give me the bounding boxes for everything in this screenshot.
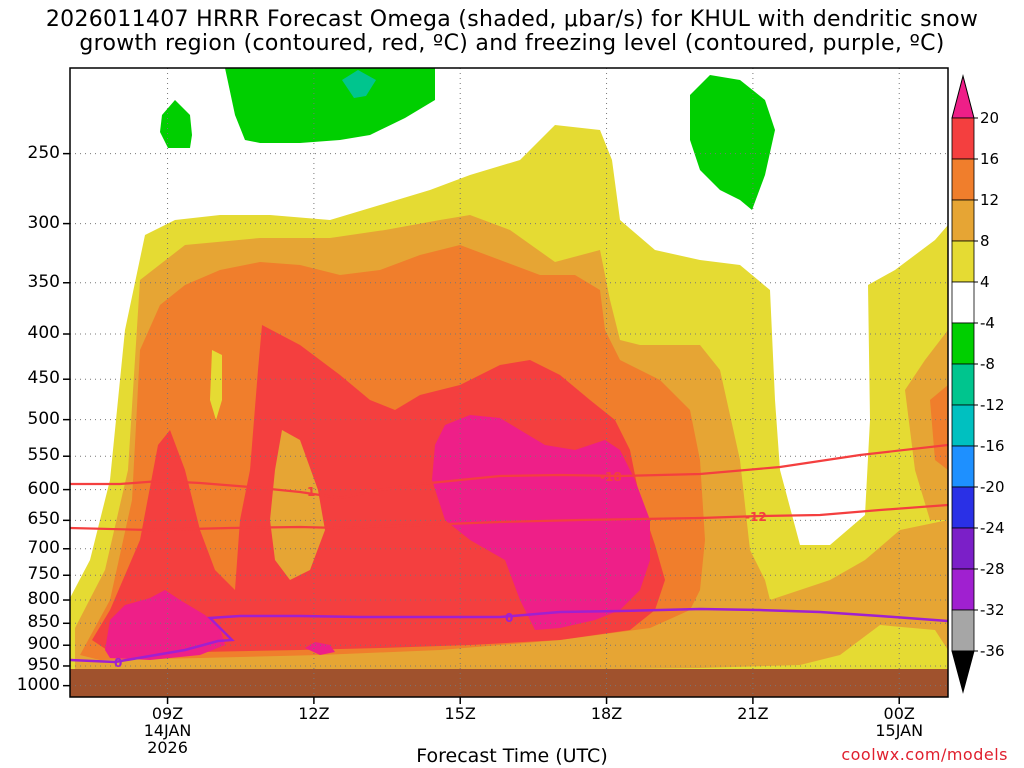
chart-title-line2: growth region (contoured, red, ºC) and f… <box>79 31 945 56</box>
contour-label-minus1: -1 <box>302 485 315 499</box>
y-tick-label: 450 <box>27 368 60 389</box>
colorbar-bottom-arrow <box>951 650 975 694</box>
credit-link[interactable]: coolwx.com/models <box>841 745 1008 764</box>
axis-ticks <box>63 152 900 704</box>
x-tick-label: 09Z <box>151 704 184 723</box>
omega-band-20-a <box>105 590 225 660</box>
colorbar-swatch <box>951 199 975 242</box>
y-tick-label: 350 <box>27 271 60 292</box>
contour-minus12 <box>70 503 948 532</box>
y-tick-label: 650 <box>27 509 60 530</box>
x-tick-label: 14JAN <box>143 721 192 740</box>
colorbar-swatch <box>951 363 975 406</box>
colorbar-label: -24 <box>980 519 1005 537</box>
contour-freezing-level <box>70 607 948 664</box>
y-tick-label: 400 <box>27 323 60 343</box>
y-tick-label: 250 <box>27 142 60 163</box>
plot-frame <box>69 67 949 698</box>
contour-label-zero-a: 0 <box>505 611 513 625</box>
chart-title-line1: 2026011407 HRRR Forecast Omega (shaded, … <box>45 7 979 32</box>
omega-band-12-east <box>930 385 948 470</box>
omega-hole-a <box>210 350 222 420</box>
x-tick-label: 21Z <box>737 704 769 723</box>
y-tick-label: 700 <box>27 537 60 558</box>
colorbar-label: 16 <box>980 150 1000 168</box>
colorbar-label: -28 <box>980 560 1005 578</box>
x-tick-label: 12Z <box>298 704 330 723</box>
y-tick-label: 750 <box>27 564 60 585</box>
colorbar-swatch <box>951 404 975 447</box>
colorbar-swatch <box>951 322 975 365</box>
colorbar-swatch <box>951 568 975 611</box>
colorbar-label: -12 <box>980 396 1005 414</box>
omega-band-8-east <box>905 330 948 520</box>
colorbar-swatch <box>951 158 975 201</box>
x-tick-label: 2026 <box>147 738 188 757</box>
colorbar-top-arrow <box>951 74 975 119</box>
colorbar-label: 20 <box>980 109 1000 127</box>
colorbar-swatch <box>951 281 975 324</box>
contour-minus18 <box>70 443 948 500</box>
colorbar-swatch <box>951 609 975 652</box>
omega-hole-b <box>270 430 325 580</box>
colorbar-swatch <box>951 486 975 529</box>
contour-label-minus18: -18 <box>600 470 622 484</box>
colorbar-swatch <box>951 527 975 570</box>
y-tick-label: 900 <box>27 634 60 655</box>
colorbar-label: -4 <box>980 314 995 332</box>
omega-band-20-b <box>432 415 650 630</box>
y-tick-label: 850 <box>27 612 60 633</box>
colorbar-swatch <box>951 445 975 488</box>
contour-label-minus12: -12 <box>745 510 767 524</box>
x-tick-label: 18Z <box>590 704 623 723</box>
colorbar-label: -36 <box>980 642 1005 660</box>
omega-band-neg4-b <box>160 100 192 148</box>
ground-below-surface <box>70 669 948 697</box>
x-tick-label: 00Z <box>883 704 915 723</box>
y-tick-label: 950 <box>27 654 60 675</box>
colorbar-swatch <box>951 117 975 160</box>
colorbar-label: 8 <box>980 232 990 250</box>
y-tick-label: 300 <box>27 212 60 233</box>
omega-band-neg8-a <box>342 70 376 98</box>
colorbar-label: -20 <box>980 478 1005 496</box>
y-tick-label: 600 <box>27 478 60 499</box>
colorbar-swatch <box>951 240 975 283</box>
contour-label-zero-b: 0 <box>114 656 122 670</box>
x-tick-label: 15JAN <box>875 721 924 740</box>
colorbar-label: 12 <box>980 191 1000 209</box>
omega-band-20-c <box>305 642 335 655</box>
y-tick-label: 1000 <box>16 674 60 695</box>
colorbar-label: 4 <box>980 273 990 291</box>
colorbar-label: -16 <box>980 437 1005 455</box>
colorbar <box>951 74 978 694</box>
omega-band-neg4-c <box>690 75 775 210</box>
colorbar-label: -32 <box>980 601 1005 619</box>
y-tick-label: 550 <box>27 445 60 466</box>
y-tick-label: 500 <box>27 408 60 429</box>
y-tick-label: 800 <box>27 589 60 610</box>
colorbar-label: -8 <box>980 355 995 373</box>
x-tick-label: 15Z <box>444 704 476 723</box>
x-axis-title: Forecast Time (UTC) <box>416 745 608 767</box>
omega-band-neg4-a <box>225 68 435 143</box>
